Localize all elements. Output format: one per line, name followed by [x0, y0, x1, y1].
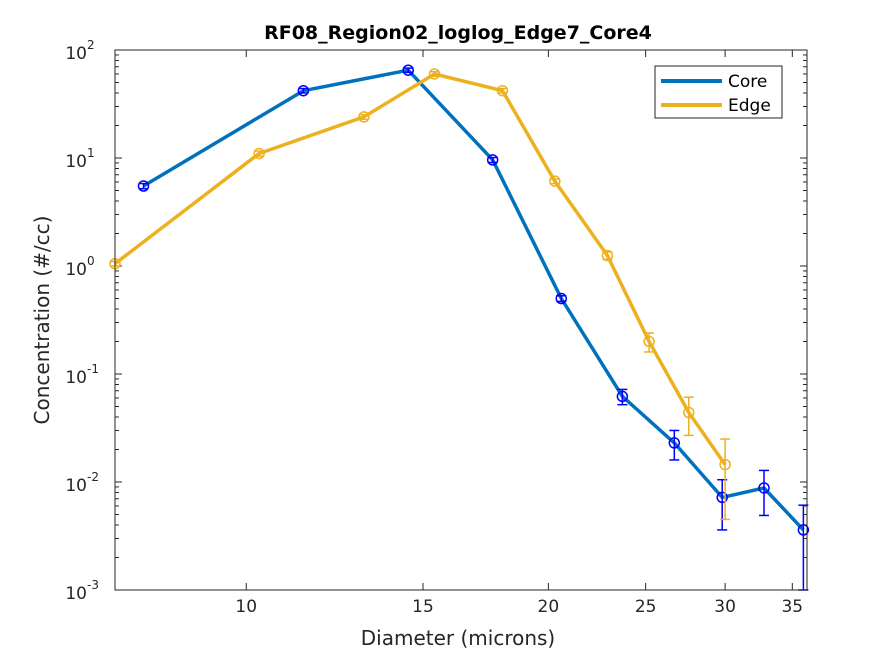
y-tick-exponent: -2 [87, 470, 99, 484]
x-tick-label: 30 [714, 597, 736, 617]
data-point [549, 175, 561, 187]
series-edge [109, 68, 731, 521]
y-tick-label: 10 [65, 584, 87, 604]
data-point [428, 68, 441, 80]
series-line-edge [113, 72, 727, 466]
axes-box [114, 49, 808, 591]
x-tick-label: 25 [635, 597, 657, 617]
x-tick-label: 20 [538, 597, 560, 617]
y-tick-label: 10 [65, 476, 87, 496]
series-line-core [142, 68, 805, 532]
data-point [683, 406, 695, 419]
legend-box [654, 65, 783, 119]
data-point [297, 84, 310, 97]
data-point [643, 335, 655, 348]
data-point [668, 437, 681, 449]
y-tick-exponent: 0 [87, 254, 95, 268]
data-point [797, 524, 810, 536]
x-axis-label: Diameter (microns) [361, 626, 555, 650]
y-tick-label: 10 [65, 152, 87, 172]
data-point [719, 458, 731, 471]
series-layer [109, 64, 810, 591]
data-point [496, 84, 509, 97]
y-tick-label: 10 [65, 44, 87, 64]
data-point [601, 249, 614, 262]
y-tick-exponent: -1 [87, 362, 99, 376]
legend-label-core: Core [728, 72, 767, 92]
y-tick-exponent: 1 [87, 146, 95, 160]
legend-label-edge: Edge [728, 96, 771, 116]
x-tick-label: 15 [412, 597, 434, 617]
series-core [137, 64, 810, 591]
data-point [716, 491, 728, 504]
data-point [616, 390, 629, 403]
data-point [253, 147, 265, 160]
y-tick-exponent: 2 [87, 38, 95, 52]
data-point [486, 154, 499, 166]
x-tick-label: 10 [235, 597, 257, 617]
data-point [758, 482, 770, 494]
y-tick-label: 10 [65, 260, 87, 280]
legend: Core Edge [654, 65, 783, 119]
chart-title: RF08_Region02_loglog_Edge7_Core4 [264, 22, 652, 44]
data-point [402, 64, 414, 76]
data-point [137, 180, 150, 192]
y-tick-exponent: -3 [87, 578, 99, 592]
data-point [555, 292, 568, 305]
data-point [358, 111, 370, 123]
y-axis-label: Concentration (#/cc) [30, 216, 54, 425]
y-tick-label: 10 [65, 368, 87, 388]
x-tick-label: 35 [781, 597, 803, 617]
